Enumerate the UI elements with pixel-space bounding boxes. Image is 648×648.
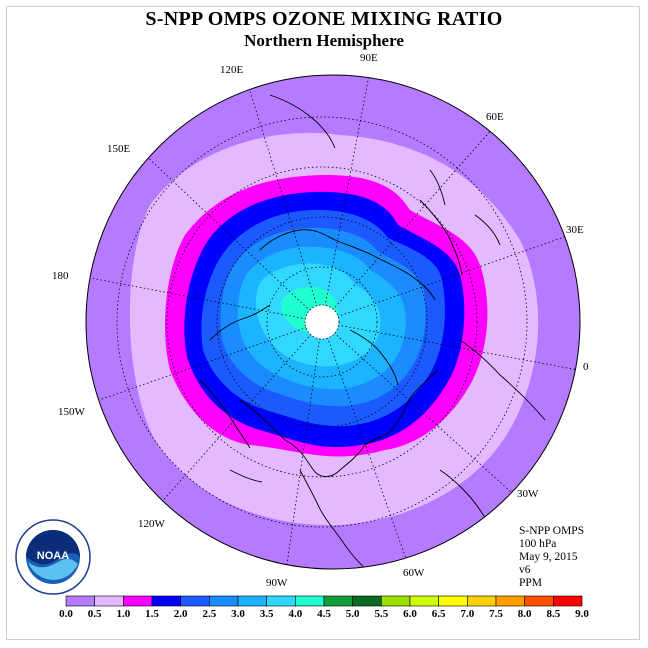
colorbar-tick-label: 0.0 — [59, 608, 73, 620]
colorbar-tick-label: 3.0 — [231, 608, 245, 620]
lon-label: 30W — [517, 488, 539, 500]
colorbar-tick-label: 4.0 — [288, 608, 303, 620]
colorbar-swatch — [151, 595, 181, 607]
colorbar-swatch — [381, 595, 411, 607]
lon-label: 120W — [138, 518, 166, 530]
colorbar — [65, 595, 583, 607]
info-version: v6 — [519, 564, 531, 576]
lon-label: 180 — [52, 270, 69, 282]
colorbar-tick-label: 9.0 — [575, 608, 589, 620]
lon-label: 30E — [566, 224, 584, 236]
lon-label: 120E — [220, 64, 244, 76]
colorbar-tick-label: 1.5 — [145, 608, 159, 620]
colorbar-swatch — [123, 595, 153, 607]
colorbar-tick-label: 3.5 — [259, 608, 274, 620]
noaa-logo: NOAA — [14, 518, 92, 596]
colorbar-swatch — [553, 595, 583, 607]
lon-label: 60E — [486, 111, 504, 123]
map-boundary — [85, 74, 581, 570]
info-panel: S-NPP OMPS 100 hPa May 9, 2015 v6 PPM — [519, 525, 584, 590]
lon-label: 60W — [403, 567, 425, 579]
colorbar-swatch — [323, 595, 353, 607]
colorbar-tick-label: 0.5 — [87, 608, 102, 620]
colorbar-swatch — [94, 595, 124, 607]
info-level: 100 hPa — [519, 538, 557, 550]
lon-label: 150W — [58, 406, 86, 418]
graticule — [86, 75, 579, 569]
coastlines — [199, 94, 546, 569]
colorbar-tick-label: 7.5 — [489, 608, 503, 620]
colorbar-tick-label: 7.0 — [460, 608, 475, 620]
colorbar-tick-label: 2.0 — [173, 608, 188, 620]
colorbar-swatch — [438, 595, 468, 607]
colorbar-swatch — [180, 595, 210, 607]
colorbar-swatch — [524, 595, 554, 607]
colorbar-tick-label: 5.0 — [345, 608, 360, 620]
colorbar-tick-label: 8.5 — [546, 608, 561, 620]
colorbar-swatch — [495, 595, 525, 607]
info-units: PPM — [519, 577, 543, 589]
logo-text: NOAA — [37, 550, 69, 562]
colorbar-tick-label: 2.5 — [202, 608, 217, 620]
colorbar-swatch — [65, 595, 95, 607]
colorbar-swatch — [467, 595, 497, 607]
colorbar-swatch — [237, 595, 267, 607]
colorbar-tick-label: 6.0 — [403, 608, 417, 620]
lon-label: 0 — [583, 361, 589, 373]
colorbar-swatch — [352, 595, 382, 607]
colorbar-labels: 0.0 0.5 1.0 1.5 2.0 2.5 3.0 3.5 4.0 4.5 5.0 5.5 6.0 6… — [0, 608, 648, 622]
colorbar-tick-label: 8.0 — [517, 608, 532, 620]
figure-frame — [6, 6, 640, 640]
colorbar-swatch — [409, 595, 439, 607]
map-subtitle: Northern Hemisphere — [244, 31, 404, 50]
colorbar-tick-label: 5.5 — [374, 608, 389, 620]
lon-label: 90W — [266, 577, 288, 589]
longitude-labels: 90E 60E 30E 0 30W 60W 90W 120W 150W 180 … — [52, 52, 589, 589]
pole-data-gap — [304, 304, 340, 340]
colorbar-swatch — [266, 595, 296, 607]
lon-label: 150E — [107, 143, 131, 155]
colorbar-tick-label: 6.5 — [431, 608, 446, 620]
info-instrument: S-NPP OMPS — [519, 525, 585, 537]
colorbar-swatch — [295, 595, 325, 607]
map-title: S-NPP OMPS OZONE MIXING RATIO — [145, 8, 503, 30]
info-date: May 9, 2015 — [519, 551, 578, 563]
lon-label: 90E — [360, 52, 378, 64]
colorbar-swatch — [209, 595, 239, 607]
colorbar-tick-label: 4.5 — [317, 608, 331, 620]
colorbar-tick-label: 1.0 — [116, 608, 131, 620]
